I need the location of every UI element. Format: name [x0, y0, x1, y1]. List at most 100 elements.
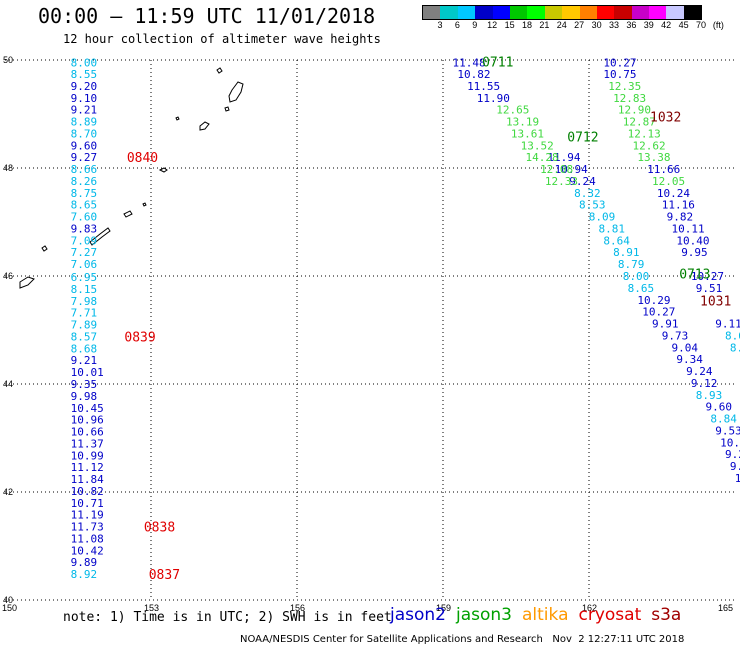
wave-height-value: 9.24 — [569, 175, 596, 188]
wave-height-value: 10.71 — [71, 497, 104, 510]
time-mark: 0838 — [144, 521, 175, 536]
wave-height-value: 9.35 — [71, 378, 98, 391]
wave-height-value: 12.62 — [633, 139, 666, 152]
wave-height-value: 8.66 — [725, 329, 740, 342]
wave-height-value: 10.11 — [671, 222, 704, 235]
color-scale-label: 70 — [695, 20, 706, 30]
color-scale-label: 18 — [521, 20, 532, 30]
color-scale-label: 30 — [591, 20, 602, 30]
longitude-label: 153 — [144, 603, 159, 613]
wave-height-value: 9.95 — [681, 246, 708, 259]
map-grid — [5, 59, 735, 601]
wave-height-value: 8.75 — [71, 187, 98, 200]
color-scale-label: 6 — [454, 20, 460, 30]
wave-height-value: 8.70 — [71, 127, 98, 140]
wave-height-value: 10.96 — [71, 414, 104, 427]
wave-height-value: 11.48 — [452, 57, 485, 70]
island-10 — [41, 245, 48, 252]
longitude-label: 165 — [718, 603, 733, 613]
wave-height-value: 9.10 — [71, 92, 98, 105]
wave-height-value: 12.08 — [540, 163, 573, 176]
wave-height-value: 9.83 — [71, 222, 98, 235]
wave-height-value: 9.53 — [715, 424, 740, 437]
wave-height-value: 11.90 — [477, 92, 510, 105]
longitude-label: 159 — [436, 603, 451, 613]
color-scale-label: 33 — [608, 20, 619, 30]
wave-height-value: 11.55 — [467, 80, 500, 93]
legend-item-jason3: jason3 — [456, 605, 512, 625]
wave-height-values: 8.008.559.209.109.218.898.709.609.278.66… — [71, 56, 740, 583]
color-swatch — [509, 6, 528, 19]
wave-height-value: 8.68 — [71, 342, 98, 355]
island-1 — [216, 67, 223, 74]
wave-height-value: 10.26 — [735, 472, 740, 485]
wave-height-value: 9.60 — [706, 401, 733, 414]
wave-height-value: 8.57 — [71, 330, 98, 343]
color-swatch — [562, 6, 580, 19]
color-scale-label: 9 — [472, 20, 478, 30]
wave-height-value: 8.79 — [618, 258, 645, 271]
wave-height-value: 8.84 — [710, 413, 737, 426]
wave-height-value: 10.01 — [71, 366, 104, 379]
color-scale-label: 27 — [574, 20, 585, 30]
color-swatch — [440, 6, 458, 19]
time-mark: 0840 — [127, 151, 158, 166]
longitude-label: 162 — [582, 603, 597, 613]
legend-item-jason2: jason2 — [390, 605, 446, 625]
wave-height-value: 10.75 — [603, 68, 636, 81]
wave-height-value: 8.53 — [579, 199, 606, 212]
wave-height-value: 10.82 — [457, 68, 490, 81]
wave-height-value: 8.64 — [603, 234, 630, 247]
wave-height-value: 11.84 — [71, 473, 104, 486]
color-swatch — [475, 6, 493, 19]
color-swatch — [579, 6, 597, 19]
wave-height-value: 10.66 — [71, 426, 104, 439]
latitude-label: 44 — [3, 379, 13, 389]
wave-height-value: 9.20 — [71, 80, 98, 93]
latitude-label: 48 — [3, 163, 13, 173]
time-mark: 1032 — [650, 111, 681, 126]
wave-height-value: 12.35 — [608, 80, 641, 93]
color-scale-label: 12 — [487, 20, 498, 30]
wave-height-value: 11.94 — [547, 151, 580, 164]
color-scale-label: 36 — [626, 20, 637, 30]
wave-height-value: 7.09 — [71, 234, 98, 247]
wave-height-value: 8.09 — [589, 211, 616, 224]
wave-height-value: 13.38 — [637, 151, 670, 164]
island-4 — [199, 121, 210, 131]
wave-height-value: 12.87 — [623, 116, 656, 129]
color-scale-label: 3 — [437, 20, 443, 30]
color-scale-bar — [422, 5, 703, 20]
wave-height-value: 8.15 — [71, 283, 98, 296]
longitude-label: 156 — [290, 603, 305, 613]
wave-height-value: 10.70 — [720, 436, 740, 449]
island-8 — [123, 210, 133, 218]
satellite-legend: jason2 jason3 altika cryosat s3a — [390, 605, 691, 625]
wave-height-value: 13.19 — [506, 116, 539, 129]
wave-height-value: 9.21 — [71, 104, 98, 117]
wave-height-value: 12.65 — [496, 104, 529, 117]
island-3 — [224, 106, 230, 112]
wave-height-value: 8.26 — [71, 175, 98, 188]
legend-item-s3a: s3a — [651, 605, 682, 625]
wave-height-value: 9.27 — [725, 448, 740, 461]
color-scale-label: (ft) — [712, 20, 724, 30]
wave-height-value: 12.33 — [545, 175, 578, 188]
wave-height-value: 9.82 — [667, 211, 694, 224]
color-swatch — [631, 6, 650, 19]
latitude-label: 50 — [3, 55, 13, 65]
wave-height-value: 6.95 — [71, 271, 98, 284]
island-5 — [175, 116, 180, 121]
wave-height-value: 9.27 — [71, 151, 98, 164]
wave-height-value: 9.04 — [671, 341, 698, 354]
wave-height-value: 8.91 — [613, 246, 640, 259]
wave-height-value: 10.24 — [657, 187, 690, 200]
time-mark: 0713 — [679, 267, 710, 282]
map-title: 00:00 – 11:59 UTC 11/01/2018 — [38, 4, 376, 28]
island-2 — [228, 81, 244, 103]
color-swatch — [544, 6, 563, 19]
legend-item-cryosat: cryosat — [578, 605, 642, 625]
time-mark: 0837 — [149, 568, 180, 583]
color-swatch — [666, 6, 684, 19]
wave-height-value: 13.61 — [511, 127, 544, 140]
